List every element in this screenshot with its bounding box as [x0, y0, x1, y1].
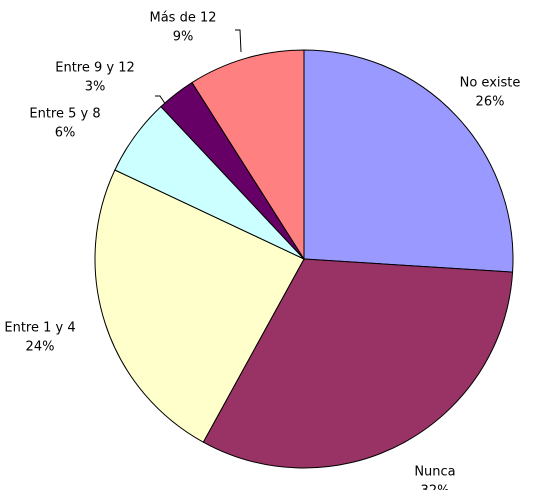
slice-value-label: 32% [421, 484, 450, 490]
leader-line [235, 29, 242, 53]
pie-slice [191, 49, 305, 261]
pie-slice [202, 258, 514, 469]
slice-label: Nunca [414, 465, 455, 480]
slice-value-label: 3% [85, 80, 106, 95]
slice-value-label: 9% [173, 30, 194, 45]
pie-slice [303, 49, 514, 273]
slice-label: Entre 1 y 4 [4, 321, 75, 336]
slice-value-label: 26% [476, 95, 505, 110]
slice-label: Más de 12 [149, 11, 216, 26]
slice-value-label: 24% [26, 340, 55, 355]
pie-slice [94, 169, 305, 443]
slice-value-label: 6% [55, 126, 76, 141]
slice-label: Entre 5 y 8 [29, 107, 100, 122]
slice-label: Entre 9 y 12 [55, 61, 135, 76]
slice-label: No existe [460, 76, 521, 91]
